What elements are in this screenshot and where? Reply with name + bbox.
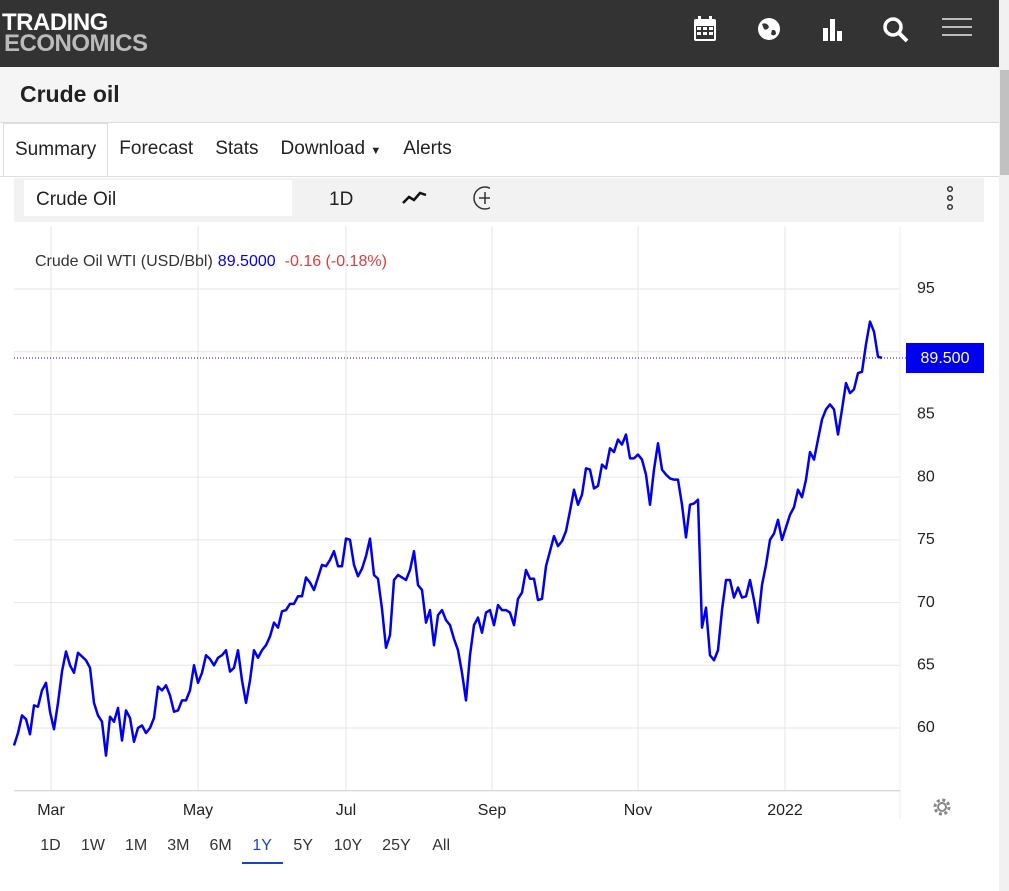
symbol-input[interactable]: Crude Oil — [24, 180, 292, 216]
y-tick-label: 70 — [917, 594, 935, 611]
legend-price: 89.5000 — [218, 253, 276, 270]
tab[interactable]: Summary — [3, 123, 109, 176]
settings-icon[interactable] — [933, 798, 951, 816]
legend-title: Crude Oil WTI (USD/Bbl) — [35, 253, 213, 270]
range-button[interactable]: 6M — [209, 837, 232, 854]
logo-bottom[interactable]: ECONOMICS — [4, 30, 148, 57]
dropdown-caret: ▼ — [370, 145, 382, 157]
x-tick-label: May — [183, 802, 213, 819]
range-button[interactable]: All — [432, 837, 451, 854]
calendar-icon[interactable] — [694, 16, 716, 41]
add-icon[interactable] — [473, 186, 490, 210]
more-icon[interactable] — [943, 184, 957, 214]
tab[interactable]: Download ▼ — [270, 123, 393, 176]
scrollbar[interactable] — [999, 0, 1009, 891]
scroll-thumb[interactable] — [1000, 70, 1009, 175]
tab[interactable]: Stats — [215, 138, 259, 159]
y-tick-label: 80 — [917, 468, 935, 485]
tabs: Summary Forecast Stats Download ▼ Alerts — [0, 122, 999, 177]
range-button[interactable]: 1M — [125, 837, 148, 854]
range-button[interactable]: 5Y — [293, 837, 313, 854]
y-tick-label: 75 — [917, 531, 935, 548]
line-type-icon[interactable] — [402, 191, 427, 204]
y-tick-label: 95 — [917, 280, 935, 297]
top-bar: TRADING ECONOMICS — [0, 0, 999, 67]
chart-icon[interactable] — [823, 19, 842, 41]
range-button[interactable]: 10Y — [333, 837, 363, 854]
y-tick-label: 85 — [917, 406, 935, 423]
legend-change: -0.16 (-0.18%) — [285, 253, 387, 270]
tab[interactable]: Forecast — [119, 138, 194, 159]
title-band: Crude oil — [0, 67, 999, 122]
x-tick-label: Mar — [37, 802, 65, 819]
y-tick-label: 65 — [917, 656, 935, 673]
range-button[interactable]: 25Y — [382, 837, 411, 854]
menu-icon[interactable] — [942, 18, 972, 36]
chart-legend: Crude Oil WTI (USD/Bbl) 89.5000 -0.16 (-0.… — [35, 253, 387, 270]
range-button[interactable]: 1W — [81, 837, 105, 854]
x-tick-label: Sep — [478, 802, 507, 819]
x-tick-label: Nov — [624, 802, 652, 819]
x-tick-label: 2022 — [767, 802, 803, 819]
last-price-box — [906, 342, 984, 373]
toolbar-icons — [402, 186, 490, 210]
search-icon[interactable] — [883, 17, 909, 43]
interval-button[interactable]: 1D — [329, 189, 354, 210]
range-buttons: 1D 1W 1M 3M 6M 1Y 5Y 10Y 25Y All — [30, 830, 462, 864]
last-price-label: 89.500 — [921, 350, 970, 367]
page-title: Crude oil — [20, 81, 120, 107]
globe-icon[interactable] — [758, 18, 780, 40]
price-line — [12, 320, 883, 757]
range-button[interactable]: 3M — [167, 837, 190, 854]
logo-top[interactable]: TRADING — [2, 9, 108, 36]
add-icon-plus — [479, 192, 490, 204]
tab-label: Download — [280, 138, 366, 159]
x-tick-label: Jul — [336, 802, 356, 819]
y-tick-label: 60 — [917, 719, 935, 736]
tab[interactable]: Alerts — [403, 138, 452, 159]
range-button[interactable]: 1Y — [241, 830, 283, 864]
nav-icons — [694, 16, 972, 43]
range-button[interactable]: 1D — [40, 837, 61, 854]
